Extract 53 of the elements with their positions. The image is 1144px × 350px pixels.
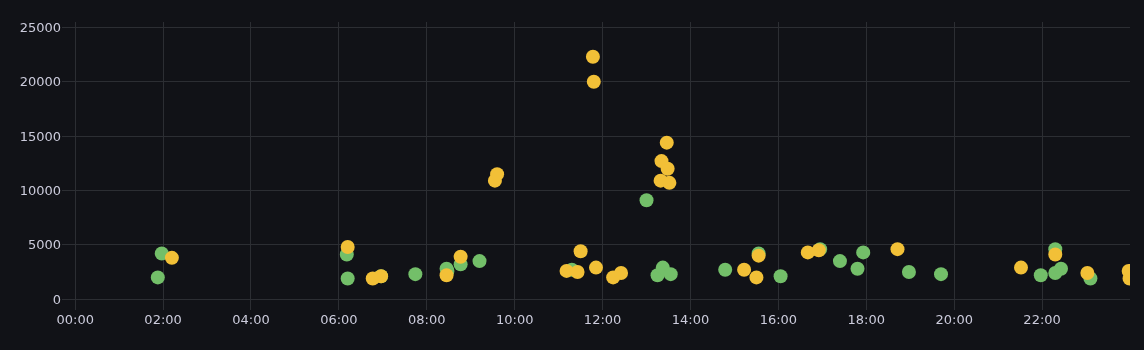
point <box>659 135 674 150</box>
x-tick-label: 04:00 <box>232 312 270 327</box>
point <box>773 269 788 284</box>
point <box>490 167 505 182</box>
point <box>856 245 871 260</box>
y-tick-label: 20000 <box>19 74 61 90</box>
point <box>472 254 487 269</box>
point <box>439 268 454 283</box>
point <box>901 264 916 279</box>
y-tick-label: 25000 <box>19 19 61 35</box>
point <box>832 254 847 269</box>
point <box>453 249 468 264</box>
y-tick-label: 0 <box>52 291 61 307</box>
x-tick-label: 18:00 <box>847 312 886 327</box>
point <box>718 262 733 277</box>
point <box>737 262 752 277</box>
point <box>1014 260 1028 275</box>
y-tick-label: 5000 <box>27 237 61 253</box>
point <box>1054 261 1068 276</box>
x-tick-label: 08:00 <box>408 312 446 327</box>
point <box>589 260 603 275</box>
point <box>408 267 423 282</box>
point <box>573 244 588 259</box>
x-tick-label: 22:00 <box>1023 312 1061 327</box>
point <box>934 267 949 282</box>
y-tick-label: 10000 <box>19 183 61 198</box>
point <box>662 175 677 190</box>
point <box>663 267 678 282</box>
y-tick-label: 15000 <box>19 128 61 144</box>
x-tick-label: 14:00 <box>671 312 710 327</box>
x-tick-label: 06:00 <box>320 312 358 327</box>
point <box>586 74 601 89</box>
x-tick-label: 20:00 <box>935 312 973 327</box>
x-tick-label: 16:00 <box>759 312 798 327</box>
point <box>150 270 165 285</box>
x-tick-label: 02:00 <box>144 312 182 327</box>
point <box>340 271 355 286</box>
point <box>749 270 764 285</box>
point <box>639 193 654 208</box>
x-tick-label: 12:00 <box>583 312 622 327</box>
point <box>585 49 600 64</box>
point <box>570 264 585 279</box>
point <box>1033 268 1048 283</box>
x-tick-label: 10:00 <box>495 312 534 327</box>
point <box>660 161 675 176</box>
point <box>340 239 355 254</box>
x-tick-label: 00:00 <box>56 312 94 327</box>
point <box>1080 266 1095 281</box>
point <box>164 250 179 265</box>
point <box>614 266 629 281</box>
point <box>890 242 905 257</box>
point <box>850 261 865 276</box>
point <box>1048 247 1063 262</box>
